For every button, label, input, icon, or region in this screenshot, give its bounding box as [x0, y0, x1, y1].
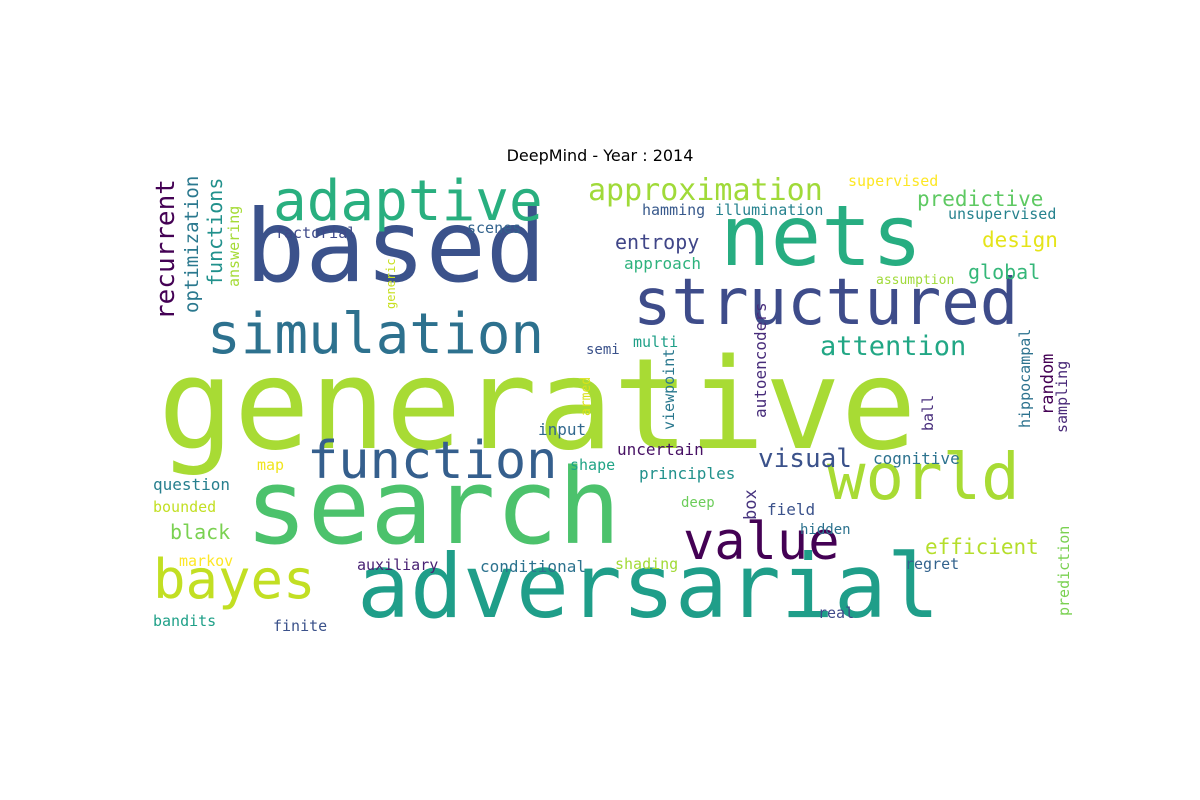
word-unsupervised: unsupervised	[948, 205, 1057, 223]
word-assumption: assumption	[876, 273, 955, 288]
word-finite: finite	[273, 617, 328, 635]
word-viewpoint: viewpoint	[660, 348, 678, 430]
word-adaptive: adaptive	[273, 174, 543, 234]
word-value: value	[683, 512, 840, 572]
figure-title: DeepMind - Year : 2014	[506, 146, 694, 165]
word-world: world	[827, 441, 1020, 515]
word-scenes: scenes	[467, 219, 522, 237]
word-optimization: optimization	[181, 175, 203, 313]
word-search: search	[245, 446, 621, 568]
word-answering: answering	[225, 205, 243, 287]
word-cognitive: cognitive	[873, 449, 960, 468]
word-function: function	[307, 431, 558, 491]
word-shape: shape	[570, 456, 616, 474]
word-structured: structured	[633, 266, 1019, 340]
word-based: based	[245, 188, 547, 305]
word-autoencoders: autoencoders	[751, 302, 770, 418]
word-armed: armed	[579, 376, 594, 416]
word-approximation: approximation	[588, 174, 823, 208]
word-adversarial: adversarial	[357, 535, 940, 636]
word-hidden: hidden	[800, 522, 851, 538]
word-deep: deep	[681, 495, 715, 511]
word-simulation: simulation	[207, 302, 545, 367]
word-design: design	[982, 228, 1058, 252]
word-functions: functions	[203, 177, 227, 286]
word-uncertain: uncertain	[617, 440, 704, 459]
word-efficient: efficient	[925, 535, 1039, 559]
word-ball: ball	[919, 394, 937, 431]
word-input: input	[538, 420, 587, 439]
word-bandits: bandits	[153, 612, 217, 630]
word-regret: regret	[905, 555, 960, 573]
word-factorial: factorial	[275, 224, 357, 242]
word-hamming: hamming	[642, 201, 706, 219]
word-illumination: illumination	[715, 201, 824, 219]
word-global: global	[968, 260, 1041, 284]
word-prediction: prediction	[1055, 525, 1073, 616]
word-hippocampal: hippocampal	[1016, 328, 1034, 428]
word-approach: approach	[624, 254, 702, 273]
word-generic: generic	[384, 258, 398, 309]
word-nets: nets	[720, 187, 923, 285]
word-semi: semi	[586, 342, 620, 358]
word-question: question	[153, 475, 231, 494]
word-box: box	[741, 489, 761, 520]
word-bounded: bounded	[153, 498, 217, 516]
word-principles: principles	[639, 464, 736, 483]
word-markov: markov	[179, 552, 234, 570]
word-shading: shading	[615, 555, 679, 573]
word-black: black	[170, 520, 231, 544]
word-entropy: entropy	[615, 230, 700, 254]
word-attention: attention	[820, 331, 967, 362]
word-real: real	[818, 604, 855, 622]
word-bayes: bayes	[153, 548, 316, 611]
word-conditional: conditional	[480, 557, 586, 576]
word-auxiliary: auxiliary	[357, 556, 439, 574]
word-map: map	[257, 456, 285, 474]
word-supervised: supervised	[848, 174, 939, 190]
word-visual: visual	[758, 444, 852, 474]
word-multi: multi	[633, 333, 679, 351]
word-generative: generative	[158, 331, 917, 478]
word-predictive: predictive	[917, 187, 1044, 211]
word-sampling: sampling	[1053, 360, 1071, 433]
word-recurrent: recurrent	[151, 179, 181, 320]
word-field: field	[767, 500, 816, 519]
word-cloud: generative search based nets adversarial stru…	[150, 174, 1075, 636]
